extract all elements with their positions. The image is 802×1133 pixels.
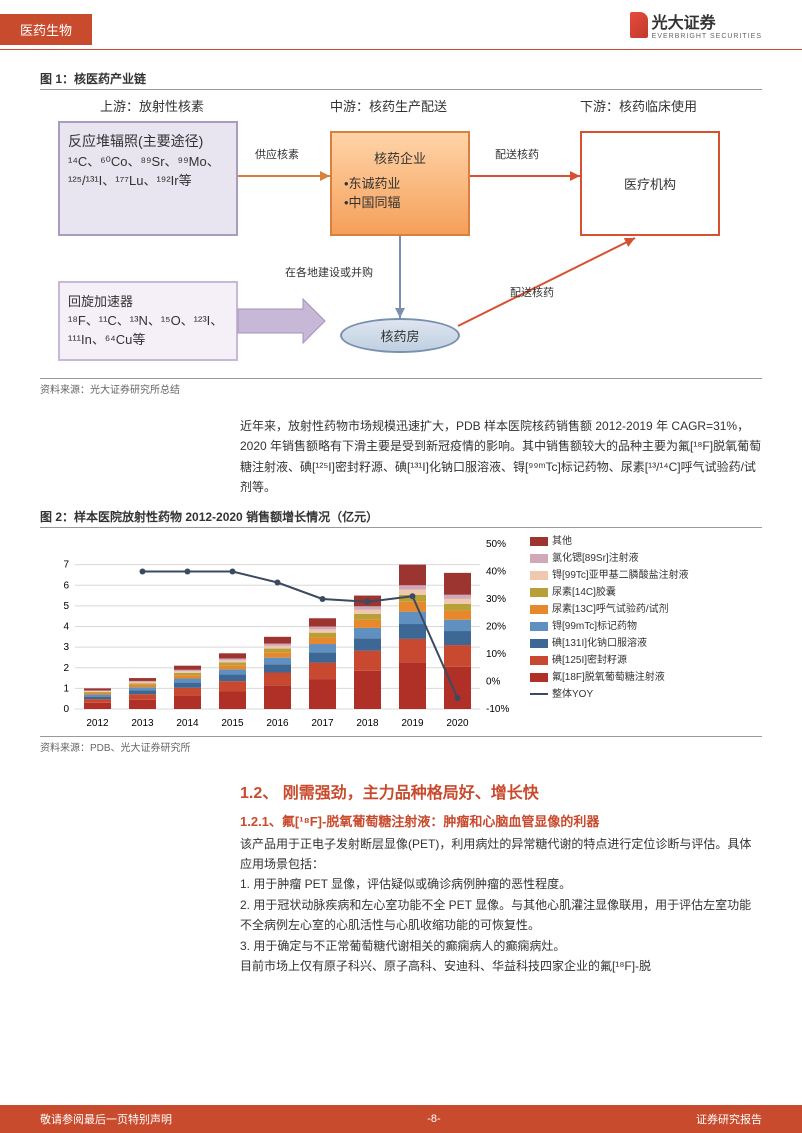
paragraph-1: 近年来，放射性药物市场规模迅速扩大，PDB 样本医院核药销售额 2012-201… — [240, 416, 762, 498]
legend-label: 氯化锶[89Sr]注射液 — [552, 551, 639, 566]
legend-swatch — [530, 639, 548, 648]
legend-item: 其他 — [530, 534, 760, 549]
mid-title: 核药企业 — [344, 148, 456, 167]
svg-text:0%: 0% — [486, 676, 501, 687]
legend-item: 氟[18F]脱氧葡萄糖注射液 — [530, 670, 760, 685]
svg-text:5: 5 — [63, 600, 69, 611]
mid-item-0: •东诚药业 — [344, 173, 456, 192]
legend-label: 氟[18F]脱氧葡萄糖注射液 — [552, 670, 665, 685]
footer-right: 证券研究报告 — [696, 1111, 762, 1127]
legend-swatch — [530, 673, 548, 682]
svg-text:在各地建设或并购: 在各地建设或并购 — [285, 265, 373, 279]
body-l3: 3. 用于确定与不正常葡萄糖代谢相关的癫痫病人的癫痫病灶。 — [240, 936, 762, 956]
svg-text:2017: 2017 — [311, 718, 334, 729]
logo-mark-icon — [630, 12, 648, 38]
figure1-title: 图 1：核医药产业链 — [40, 70, 762, 90]
legend-item: 整体YOY — [530, 687, 760, 702]
legend-swatch — [530, 622, 548, 631]
legend-swatch — [530, 656, 548, 665]
legend-item: 氯化锶[89Sr]注射液 — [530, 551, 760, 566]
legend-label: 锝[99Tc]亚甲基二膦酸盐注射液 — [552, 568, 689, 583]
downstream-box: 医疗机构 — [580, 131, 720, 236]
legend-item: 锝[99Tc]亚甲基二膦酸盐注射液 — [530, 568, 760, 583]
svg-text:2014: 2014 — [176, 718, 199, 729]
svg-text:2018: 2018 — [356, 718, 379, 729]
legend-swatch — [530, 537, 548, 546]
legend-item: 尿素[14C]胶囊 — [530, 585, 760, 600]
svg-text:6: 6 — [63, 580, 69, 591]
svg-text:2012: 2012 — [86, 718, 109, 729]
legend-swatch — [530, 588, 548, 597]
logo-subtext: EVERBRIGHT SECURITIES — [652, 33, 762, 40]
reactor-box: 反应堆辐照(主要途径) ¹⁴C、⁶⁰Co、⁸⁹Sr、⁹⁹Mo、¹²⁵/¹³¹I、… — [58, 121, 238, 236]
svg-text:50%: 50% — [486, 539, 506, 550]
body-p1: 该产品用于正电子发射断层显像(PET)，利用病灶的异常糖代谢的特点进行定位诊断与… — [240, 834, 762, 875]
svg-text:30%: 30% — [486, 594, 506, 605]
page-footer: 敬请参阅最后一页特别声明 -8- 证券研究报告 — [0, 1105, 802, 1133]
reactor-isotopes: ¹⁴C、⁶⁰Co、⁸⁹Sr、⁹⁹Mo、¹²⁵/¹³¹I、¹⁷⁷Lu、¹⁹²Ir等 — [68, 151, 228, 189]
svg-text:配送核药: 配送核药 — [495, 147, 539, 161]
legend-swatch — [530, 605, 548, 614]
legend-label: 碘[131I]化钠口服溶液 — [552, 636, 647, 651]
svg-text:10%: 10% — [486, 649, 506, 660]
footer-mid: -8- — [427, 1113, 440, 1125]
legend-item: 尿素[13C]呼气试验药/试剂 — [530, 602, 760, 617]
figure2-source: 资料来源：PDB、光大证券研究所 — [40, 736, 762, 754]
cyclotron-box: 回旋加速器 ¹⁸F、¹¹C、¹³N、¹⁵O、¹²³I、¹¹¹In、⁶⁴Cu等 — [58, 281, 238, 361]
figure2-title: 图 2：样本医院放射性药物 2012-2020 销售额增长情况（亿元） — [40, 508, 762, 528]
pharmacy-node: 核药房 — [340, 318, 460, 353]
body-p2: 目前市场上仅有原子科兴、原子高科、安迪科、华益科技四家企业的氟[¹⁸F]-脱 — [240, 956, 762, 976]
svg-text:2020: 2020 — [446, 718, 469, 729]
legend-swatch — [530, 554, 548, 563]
cyclotron-title: 回旋加速器 — [68, 291, 228, 310]
svg-text:供应核素: 供应核素 — [255, 147, 299, 161]
chart-svg: 0 1 2 3 4 5 6 7 -10% 0% 10% 20% 30% 40% 50% 2012 2013 201… — [40, 534, 520, 734]
legend-label: 其他 — [552, 534, 572, 549]
logo: 光大证券 EVERBRIGHT SECURITIES — [630, 9, 762, 40]
page-header: 医药生物 光大证券 EVERBRIGHT SECURITIES — [0, 0, 802, 50]
figure2-chart: 0 1 2 3 4 5 6 7 -10% 0% 10% 20% 30% 40% 50% 2012 2013 201… — [40, 534, 762, 734]
svg-text:2016: 2016 — [266, 718, 289, 729]
svg-text:20%: 20% — [486, 621, 506, 632]
col-upstream-label: 上游：放射性核素 — [100, 96, 204, 115]
figure1-flowchart: 上游：放射性核素 中游：核药生产配送 下游：核药临床使用 反应堆辐照(主要途径)… — [40, 96, 762, 376]
body-l1: 1. 用于肿瘤 PET 显像，评估疑似或确诊病例肿瘤的恶性程度。 — [240, 874, 762, 894]
svg-text:0: 0 — [63, 704, 69, 715]
svg-text:1: 1 — [63, 683, 69, 694]
body-l2: 2. 用于冠状动脉疾病和左心室功能不全 PET 显像。与其他心肌灌注显像联用，用… — [240, 895, 762, 936]
cyclotron-isotopes: ¹⁸F、¹¹C、¹³N、¹⁵O、¹²³I、¹¹¹In、⁶⁴Cu等 — [68, 310, 228, 348]
col-downstream-label: 下游：核药临床使用 — [580, 96, 697, 115]
col-midstream-label: 中游：核药生产配送 — [330, 96, 447, 115]
mid-item-1: •中国同辐 — [344, 192, 456, 211]
svg-text:2013: 2013 — [131, 718, 154, 729]
legend-swatch — [530, 571, 548, 580]
legend-label: 整体YOY — [552, 687, 593, 702]
legend-label: 锝[99mTc]标记药物 — [552, 619, 637, 634]
svg-text:7: 7 — [63, 559, 69, 570]
footer-left: 敬请参阅最后一页特别声明 — [40, 1111, 172, 1127]
svg-text:2019: 2019 — [401, 718, 424, 729]
svg-text:配送核药: 配送核药 — [510, 285, 554, 299]
subsection-heading: 1.2.1、氟[¹⁸F]-脱氧葡萄糖注射液：肿瘤和心脑血管显像的利器 — [240, 811, 762, 830]
legend-item: 碘[131I]化钠口服溶液 — [530, 636, 760, 651]
svg-text:2: 2 — [63, 662, 69, 673]
header-category: 医药生物 — [0, 14, 92, 45]
svg-text:2015: 2015 — [221, 718, 244, 729]
logo-text: 光大证券 — [652, 9, 762, 33]
reactor-title: 反应堆辐照(主要途径) — [68, 131, 228, 151]
svg-text:4: 4 — [63, 621, 69, 632]
section-heading: 1.2、 刚需强劲，主力品种格局好、增长快 — [240, 779, 762, 803]
legend-label: 尿素[13C]呼气试验药/试剂 — [552, 602, 669, 617]
legend-label: 碘[125I]密封籽源 — [552, 653, 627, 668]
figure1-source: 资料来源：光大证券研究所总结 — [40, 378, 762, 396]
legend-item: 锝[99mTc]标记药物 — [530, 619, 760, 634]
svg-text:3: 3 — [63, 642, 69, 653]
legend-line-icon — [530, 693, 548, 695]
chart-legend: 其他氯化锶[89Sr]注射液锝[99Tc]亚甲基二膦酸盐注射液尿素[14C]胶囊… — [520, 534, 760, 734]
legend-label: 尿素[14C]胶囊 — [552, 585, 616, 600]
midstream-box: 核药企业 •东诚药业 •中国同辐 — [330, 131, 470, 236]
svg-text:-10%: -10% — [486, 704, 509, 715]
svg-text:40%: 40% — [486, 566, 506, 577]
legend-item: 碘[125I]密封籽源 — [530, 653, 760, 668]
